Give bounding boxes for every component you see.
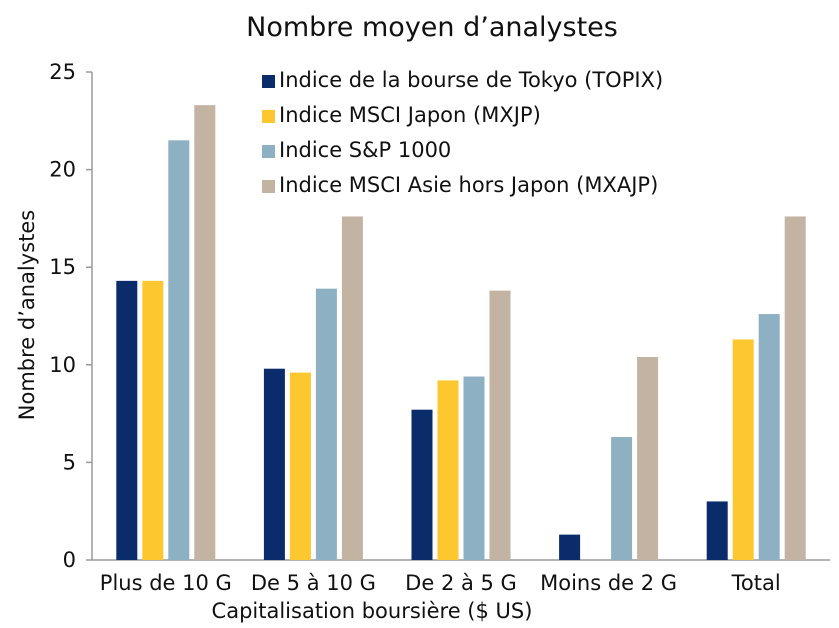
bar (168, 140, 190, 560)
y-tick-label: 0 (63, 548, 76, 572)
bar (437, 380, 459, 560)
bar (559, 534, 581, 560)
bar (611, 437, 633, 560)
x-tick-label: Plus de 10 G (100, 571, 232, 595)
chart-title: Nombre moyen d’analystes (246, 12, 618, 43)
x-ticks: Plus de 10 G De 5 à 10 G De 2 à 5 G Moins d… (100, 571, 781, 595)
legend-swatch (262, 145, 275, 158)
y-tick-label: 5 (63, 450, 76, 474)
x-tick-label: De 5 à 10 G (251, 571, 376, 595)
y-tick-label: 25 (49, 60, 76, 84)
bar (116, 280, 138, 560)
bar (758, 314, 780, 560)
bar (637, 356, 659, 560)
bar (289, 372, 311, 560)
bar (732, 339, 754, 560)
bar (706, 501, 728, 560)
legend-swatch (262, 75, 275, 88)
legend-label: Indice MSCI Japon (MXJP) (279, 103, 541, 127)
x-tick-label: De 2 à 5 G (405, 571, 517, 595)
legend: Indice de la bourse de Tokyo (TOPIX) Indi… (262, 68, 663, 197)
bar (784, 216, 806, 560)
bar (142, 280, 164, 560)
legend-label: Indice de la bourse de Tokyo (TOPIX) (279, 68, 663, 92)
bar (194, 105, 216, 561)
x-tick-label: Moins de 2 G (540, 571, 677, 595)
x-axis-label: Capitalisation boursière ($ US) (212, 599, 533, 623)
bars (116, 105, 806, 561)
bar (263, 368, 285, 560)
y-axis-label: Nombre d’analystes (15, 210, 39, 420)
bar (315, 288, 337, 560)
legend-swatch (262, 110, 275, 123)
y-tick-label: 15 (49, 255, 76, 279)
bar (411, 409, 433, 560)
legend-label: Indice MSCI Asie hors Japon (MXAJP) (279, 173, 658, 197)
y-ticks: 0 5 10 15 20 25 (49, 60, 92, 572)
y-tick-label: 20 (49, 158, 76, 182)
bar (463, 376, 485, 560)
bar (341, 216, 363, 560)
legend-label: Indice S&P 1000 (279, 138, 451, 162)
x-tick-label: Total (731, 571, 781, 595)
y-tick-label: 10 (49, 353, 76, 377)
bar (489, 290, 511, 560)
legend-swatch (262, 180, 275, 193)
